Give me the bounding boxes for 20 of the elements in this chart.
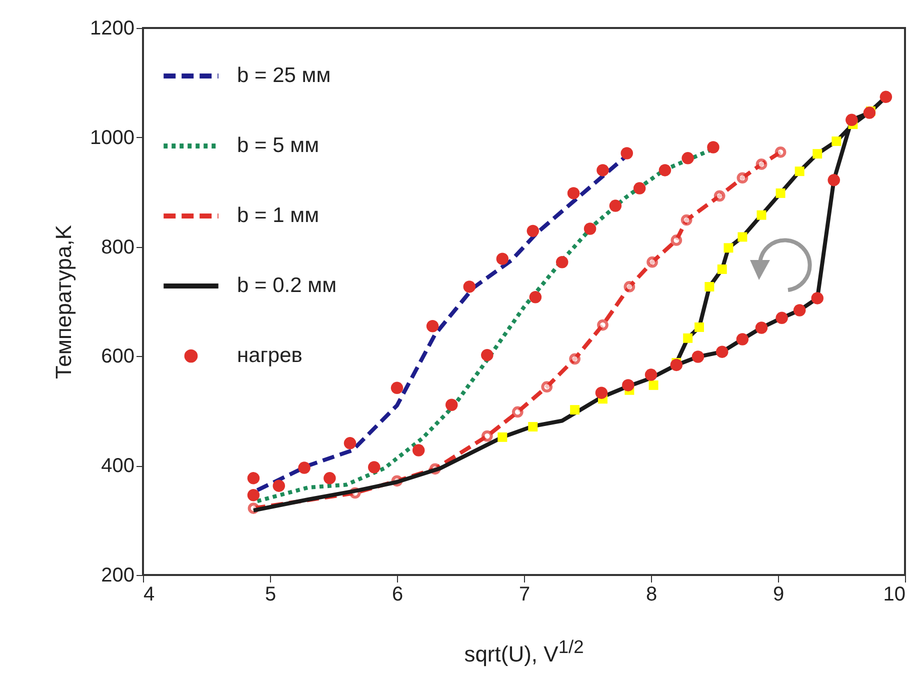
y-axis-title: Температура,K (51, 224, 76, 380)
y-tick-label: 800 (101, 236, 134, 258)
y-tick-label: 600 (101, 346, 134, 368)
legend-label: b = 5 мм (237, 134, 320, 157)
x-tick-label: 4 (144, 584, 155, 606)
y-tick-label: 1000 (90, 126, 134, 149)
legend-label: b = 25 мм (237, 64, 331, 87)
y-tick-label: 400 (101, 455, 134, 478)
y-tick-label: 200 (101, 564, 134, 586)
legend-label: b = 1 мм (237, 204, 320, 227)
x-tick-label: 9 (772, 584, 784, 606)
y-tick-label: 1200 (90, 18, 134, 40)
x-axis-title: sqrt(U), V$^{1/2}$ (463, 636, 585, 668)
x-tick-label: 6 (392, 584, 404, 606)
x-tick-label: 8 (646, 584, 658, 606)
x-tick-label: 7 (518, 584, 530, 606)
legend-label: b = 0.2 мм (237, 274, 337, 297)
x-tick-label: 5 (264, 584, 276, 606)
x-tick-label: 10 (883, 584, 906, 606)
legend-label: нагрев (237, 344, 302, 367)
